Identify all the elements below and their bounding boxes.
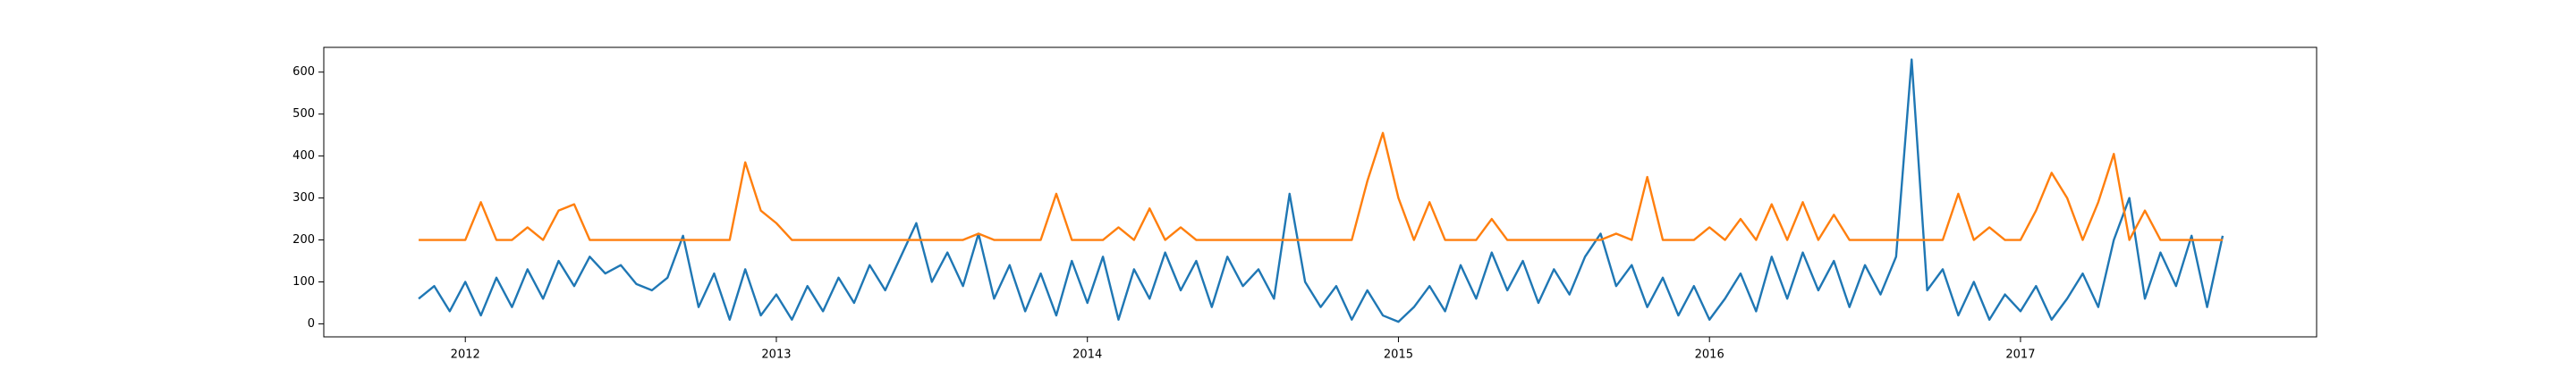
y-tick-label: 0 (308, 317, 315, 331)
x-tick-label: 2017 (2005, 348, 2035, 362)
x-tick-label: 2014 (1072, 348, 1102, 362)
y-tick-label: 200 (292, 233, 315, 247)
y-tick-label: 100 (292, 275, 315, 289)
y-tick-label: 400 (292, 149, 315, 163)
x-tick-label: 2012 (451, 348, 480, 362)
x-tick-label: 2013 (761, 348, 791, 362)
plot-frame (323, 46, 2318, 338)
y-tick-label: 500 (292, 107, 315, 121)
x-tick-label: 2016 (1695, 348, 1724, 362)
x-tick-label: 2015 (1384, 348, 1413, 362)
series-line (419, 131, 2223, 241)
y-tick-label: 300 (292, 191, 315, 205)
y-tick-label: 600 (292, 65, 315, 79)
series-line (418, 58, 2224, 323)
